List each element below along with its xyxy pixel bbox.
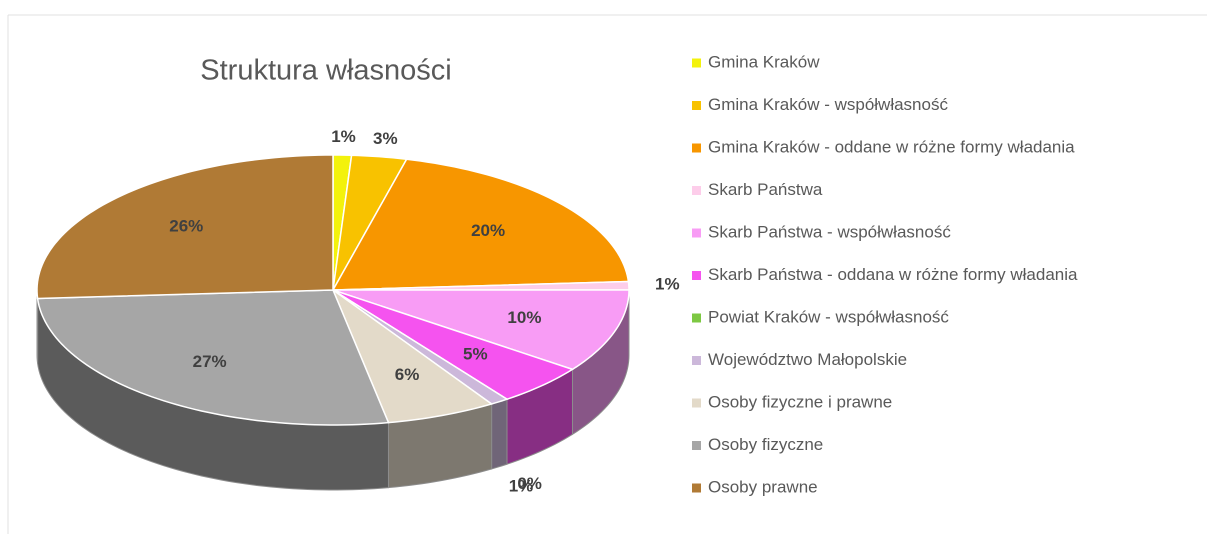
- legend-swatch: [692, 143, 701, 153]
- data-label: 6%: [395, 365, 420, 384]
- data-label: 0%: [517, 474, 542, 493]
- legend-label: Osoby fizyczne i prawne: [708, 392, 892, 411]
- pie-slice: [332, 289, 630, 371]
- data-label: 10%: [507, 308, 541, 327]
- legend-label: Skarb Państwa - oddana w różne formy wła…: [708, 265, 1078, 284]
- legend-swatch: [692, 483, 701, 493]
- legend-swatch: [692, 101, 701, 110]
- legend-label: Skarb Państwa: [708, 180, 823, 199]
- legend-swatch: [692, 271, 701, 280]
- legend-label: Skarb Państwa - współwłasność: [708, 222, 951, 241]
- legend-label: Gmina Kraków: [708, 52, 820, 71]
- pie-slice: [331, 158, 630, 291]
- data-label: 5%: [463, 344, 488, 363]
- legend-label: Powiat Kraków - współwłasność: [708, 307, 949, 326]
- pie-slice: [332, 289, 575, 401]
- legend-label: Województwo Małopolskie: [708, 350, 907, 369]
- pie-slice: [36, 154, 334, 300]
- data-label: 26%: [169, 217, 203, 236]
- pie-slice: [331, 287, 494, 424]
- legend-swatch: [692, 356, 701, 365]
- legend-swatch: [692, 58, 701, 68]
- data-label: 27%: [193, 352, 227, 371]
- data-label: 1%: [655, 275, 680, 294]
- data-label: 1%: [509, 477, 534, 496]
- legend-label: Gmina Kraków - oddane w różne formy wład…: [708, 137, 1075, 156]
- legend-swatch: [692, 313, 701, 323]
- data-label: 1%: [331, 127, 356, 146]
- data-label: 20%: [471, 221, 505, 240]
- data-label: 3%: [373, 129, 398, 148]
- chart-title: Struktura własności: [200, 55, 451, 87]
- legend-label: Gmina Kraków - współwłasność: [708, 95, 948, 114]
- legend-swatch: [692, 186, 701, 195]
- legend-label: Osoby prawne: [708, 477, 818, 496]
- legend-label: Osoby fizyczne: [708, 435, 823, 454]
- pie-slice: [36, 289, 390, 426]
- legend-swatch: [692, 398, 701, 408]
- legend-swatch: [692, 441, 701, 450]
- pie-side: [491, 398, 508, 470]
- legend-swatch: [692, 228, 701, 238]
